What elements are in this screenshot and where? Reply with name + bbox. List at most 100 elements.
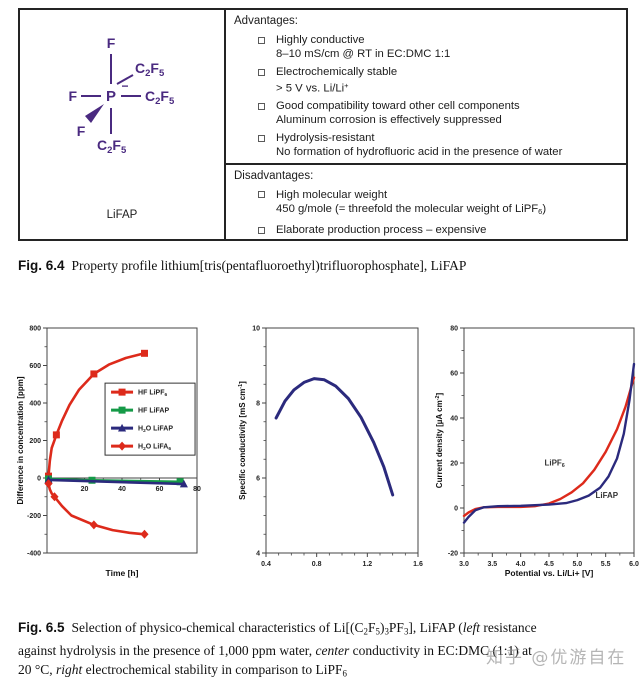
svg-text:8: 8	[256, 401, 260, 408]
disadvantages-section: Disadvantages: High molecular weight 450…	[226, 165, 626, 239]
item-detail: > 5 V vs. Li/Li+	[276, 81, 349, 95]
svg-text:0: 0	[37, 476, 41, 483]
list-item: High molecular weight 450 g/mole (= thre…	[258, 188, 618, 219]
list-item: Elaborate production process – expensive	[258, 223, 618, 237]
list-item: Electrochemically stable > 5 V vs. Li/Li…	[258, 65, 618, 95]
svg-text:80: 80	[193, 486, 201, 493]
item-detail: 8–10 mS/cm @ RT in EC:DMC 1:1	[276, 48, 451, 60]
svg-text:80: 80	[450, 326, 458, 333]
zhihu-watermark: 知乎 @优游自在	[486, 648, 627, 668]
caption-text: against hydrolysis in the presence of 1,…	[18, 643, 532, 659]
svg-text:0.4: 0.4	[261, 561, 271, 568]
svg-text:H2O LiFA6: H2O LiFA6	[138, 444, 171, 453]
structure-cell: P − F F F C2F5 C2F5 C2F5 LiFAP	[20, 10, 226, 239]
svg-text:F: F	[77, 123, 86, 139]
caption-text: Property profile lithium[tris(pentafluor…	[71, 258, 467, 273]
item-title: Good compatibility toward other cell com…	[276, 100, 520, 113]
svg-text:H2O LiFAP: H2O LiFAP	[138, 426, 173, 435]
compound-label: LiFAP	[106, 209, 138, 221]
svg-text:6.0: 6.0	[629, 561, 639, 568]
chart-legend: HF LiPF6 HF LiFAP H2O LiFAP H2O LiFA6	[104, 382, 196, 456]
series-1	[462, 362, 636, 524]
svg-text:400: 400	[29, 401, 41, 408]
svg-text:6: 6	[256, 476, 260, 483]
item-title: Electrochemically stable	[276, 66, 398, 78]
svg-text:200: 200	[29, 438, 41, 445]
svg-text:C2F5: C2F5	[97, 137, 127, 156]
svg-text:-400: -400	[27, 551, 41, 558]
structure-svg: P− F F F C2F5 C2F5 C2F5	[68, 35, 175, 156]
checkbox-bullet-icon	[258, 36, 265, 44]
item-detail: No formation of hydrofluoric acid in the…	[276, 146, 563, 159]
svg-text:Current density [µA cm-2]: Current density [µA cm-2]	[435, 392, 444, 488]
disadvantages-header: Disadvantages:	[234, 169, 314, 182]
svg-text:600: 600	[29, 363, 41, 370]
checkbox-bullet-icon	[258, 134, 265, 142]
figure-6-5-charts: 20 40 60 80 -400 -200 0 200 400 600 800 HF LiPF6 HF …	[0, 320, 643, 602]
svg-text:20: 20	[450, 461, 458, 468]
chart-hydrolysis-resistance: 20 40 60 80 -400 -200 0 200 400 600 800 HF LiPF6 HF …	[14, 320, 226, 603]
figure-label: Fig. 6.4	[18, 258, 65, 273]
svg-text:4: 4	[256, 551, 260, 558]
series-3	[47, 482, 146, 536]
list-item: Hydrolysis-resistant No formation of hyd…	[258, 131, 618, 159]
chart-specific-conductivity: 0.4 0.8 1.2 1.6 4 6 8 10 Specific conductivity […	[236, 320, 432, 603]
svg-text:Difference in concentration [p: Difference in concentration [ppm]	[16, 376, 25, 504]
checkbox-bullet-icon	[258, 68, 265, 76]
checkbox-bullet-icon	[258, 102, 265, 110]
list-item: Good compatibility toward other cell com…	[258, 99, 618, 127]
svg-text:1.2: 1.2	[362, 561, 372, 568]
properties-cell: Advantages: Highly conductive 8–10 mS/cm…	[226, 10, 626, 239]
caption-text: 20 °C, right electrochemical stability i…	[18, 662, 347, 679]
svg-text:20: 20	[81, 486, 89, 493]
svg-text:0: 0	[454, 506, 458, 513]
svg-text:4.0: 4.0	[516, 561, 526, 568]
curve-annotation: LiPF6	[544, 458, 564, 469]
caption-text: Selection of physico-chemical characteri…	[71, 620, 537, 637]
property-table: P − F F F C2F5 C2F5 C2F5 LiFAP Advantages: High…	[18, 8, 628, 241]
svg-text:C2F5: C2F5	[135, 60, 165, 79]
svg-text:F: F	[107, 35, 116, 51]
series-0	[274, 377, 395, 497]
svg-text:40: 40	[450, 416, 458, 423]
svg-text:3.5: 3.5	[487, 561, 497, 568]
figure-label: Fig. 6.5	[18, 620, 65, 635]
item-detail: 450 g/mole (= threefold the molecular we…	[276, 202, 547, 216]
svg-text:40: 40	[118, 486, 126, 493]
svg-text:F: F	[68, 88, 77, 104]
svg-text:−: −	[121, 79, 128, 93]
item-title: Highly conductive	[276, 34, 365, 46]
series-2	[47, 478, 186, 486]
svg-text:60: 60	[156, 486, 164, 493]
chart-svg: 3.0 3.5 4.0 4.5 5.0 5.5 6.0 -20 0 20 40 60 80 LiPF6 Li…	[435, 326, 639, 579]
svg-text:-200: -200	[27, 513, 41, 520]
svg-text:-20: -20	[448, 551, 458, 558]
checkbox-bullet-icon	[258, 191, 265, 199]
svg-text:10: 10	[252, 326, 260, 333]
item-title: Hydrolysis-resistant	[276, 132, 375, 145]
svg-text:Specific conductivity [mS cm-1: Specific conductivity [mS cm-1]	[238, 381, 247, 500]
svg-text:HF LiPF6: HF LiPF6	[138, 390, 167, 399]
figure-6-4-caption: Fig. 6.4 Property profile lithium[tris(pe…	[18, 256, 643, 275]
svg-text:1.6: 1.6	[413, 561, 423, 568]
chart-svg: 0.4 0.8 1.2 1.6 4 6 8 10 Specific conductivity […	[238, 326, 423, 569]
svg-text:0.8: 0.8	[312, 561, 322, 568]
svg-text:5.0: 5.0	[572, 561, 582, 568]
svg-text:800: 800	[29, 326, 41, 333]
advantages-header: Advantages:	[234, 15, 298, 27]
svg-text:P: P	[106, 88, 116, 105]
series-0	[47, 352, 146, 478]
svg-text:HF LiFAP: HF LiFAP	[138, 408, 169, 415]
svg-text:60: 60	[450, 371, 458, 378]
item-title: Elaborate production process – expensive	[276, 224, 487, 236]
svg-text:Potential vs. Li/Li+ [V]: Potential vs. Li/Li+ [V]	[505, 568, 594, 578]
checkbox-bullet-icon	[258, 226, 265, 234]
item-detail: Aluminum corrosion is effectively suppre…	[276, 114, 502, 127]
lifap-structure-diagram: P − F F F C2F5 C2F5 C2F5	[37, 10, 207, 183]
advantages-section: Advantages: Highly conductive 8–10 mS/cm…	[226, 10, 626, 165]
figure-6-5-caption: Fig. 6.5 Selection of physico-chemical ch…	[18, 618, 643, 680]
svg-text:Time [h]: Time [h]	[106, 568, 139, 578]
svg-text:C2F5: C2F5	[145, 88, 175, 107]
